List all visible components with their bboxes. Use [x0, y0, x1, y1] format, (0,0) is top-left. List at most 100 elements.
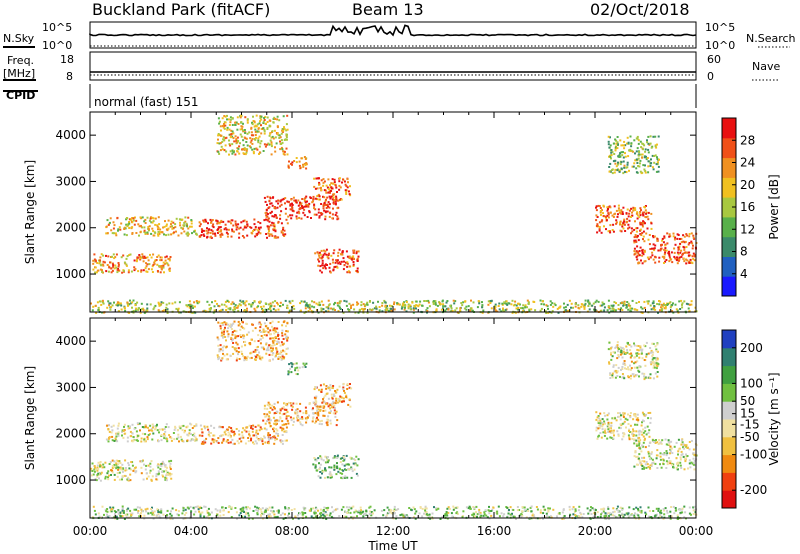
colorbar-tick-label: -100 [740, 448, 767, 462]
freq-tick-low: 8 [66, 70, 73, 83]
power-ylabel: Slant Range [km] [23, 160, 37, 264]
range-tick-label: 3000 [55, 174, 86, 188]
colorbar-swatch [722, 137, 736, 159]
nave-label: Nave [752, 60, 780, 73]
time-tick-label: 16:00 [477, 524, 512, 538]
echo-region [314, 248, 360, 274]
cpid-text: normal (fast) 151 [94, 95, 198, 109]
colorbar-tick-label: 100 [740, 376, 763, 390]
echo-region [216, 114, 289, 156]
echo-region [262, 401, 339, 427]
nsky-label: N.Sky [3, 32, 35, 45]
nave-tick-low: 0 [707, 70, 714, 83]
nsky-tick-low: 10^0 [42, 39, 72, 52]
time-xlabel: Time UT [367, 539, 418, 553]
colorbar-swatch [722, 157, 736, 178]
echo-region [198, 218, 289, 239]
freq-strip: Freq. [MHz] 18 8 60 0 Nave [3, 51, 780, 83]
nsky-tick-high: 10^5 [42, 21, 72, 34]
freq-tick-high: 18 [60, 53, 74, 66]
echo-region [105, 422, 198, 443]
colorbar-tick-label: 50 [740, 394, 755, 408]
colorbar-swatch [722, 383, 736, 402]
range-tick-label: 1000 [55, 267, 86, 281]
colorbar-tick-label: 16 [740, 200, 755, 214]
colorbar-swatch [722, 236, 736, 257]
freq-unit: [MHz] [3, 67, 35, 80]
colorbar-swatch [722, 365, 736, 384]
colorbar-swatch [722, 256, 736, 277]
range-tick-label: 2000 [55, 427, 86, 441]
colorbar-tick-label: -200 [740, 483, 767, 497]
echo-region [633, 438, 698, 471]
echo-region [92, 253, 172, 274]
colorbar-swatch [722, 419, 736, 438]
colorbar-swatch [722, 454, 736, 473]
colorbar-swatch [722, 216, 736, 238]
nsearch-label: N.Search [746, 32, 796, 45]
echo-region [595, 411, 652, 441]
colorbar-tick-label: 4 [740, 267, 748, 281]
colorbar-label: Velocity [m s⁻¹] [767, 372, 781, 465]
echo-region [595, 204, 653, 235]
power-panel-frame [89, 111, 697, 313]
colorbar-swatch [722, 276, 736, 297]
nsearch-tick-high: 10^5 [705, 21, 735, 34]
noise-strip: N.Sky 10^5 10^0 10^5 10^0 N.Search [3, 21, 796, 52]
echo-region [90, 459, 173, 482]
time-tick-label: 20:00 [578, 524, 613, 538]
velocity-panel: 1000 2000 3000 4000 00:00 04:00 08:00 12:00 16:… [23, 317, 781, 553]
velocity-ylabel: Slant Range [km] [23, 366, 37, 470]
colorbar-swatch [722, 347, 736, 367]
range-tick-label: 2000 [55, 221, 86, 235]
colorbar-tick-label: 24 [740, 156, 755, 170]
power-panel: 1000 2000 3000 4000 Slant Range [km] 4 8 12 16… [23, 111, 781, 314]
colorbar-swatch [722, 177, 736, 198]
colorbar-swatch [722, 118, 736, 139]
freq-label: Freq. [7, 54, 34, 67]
range-tick-label: 4000 [55, 334, 86, 348]
colorbar-swatch [722, 472, 736, 491]
echo-region [216, 320, 289, 362]
nsearch-tick-low: 10^0 [705, 39, 735, 52]
colorbar-tick-label: 20 [740, 178, 755, 192]
time-tick-label: 04:00 [174, 524, 209, 538]
station-title: Buckland Park (fitACF) [92, 0, 270, 19]
nsky-trace [89, 24, 697, 37]
time-tick-label: 08:00 [275, 524, 310, 538]
echo-region [607, 341, 660, 381]
echo-region [607, 135, 660, 175]
nave-tick-high: 60 [707, 53, 721, 66]
time-tick-label: 00:00 [679, 524, 714, 538]
colorbar-tick-label: 28 [740, 133, 755, 147]
power-scatter [90, 114, 698, 314]
velocity-scatter [90, 320, 698, 520]
beam-label: Beam 13 [352, 0, 424, 19]
colorbar-tick-label: 200 [740, 341, 763, 355]
echo-region [105, 216, 198, 237]
colorbar-tick-label: 8 [740, 245, 748, 259]
colorbar-swatch [722, 401, 736, 420]
colorbar-tick-label: -50 [740, 430, 760, 444]
colorbar-swatch [722, 330, 736, 349]
range-tick-label: 4000 [55, 128, 86, 142]
colorbar-tick-label: 15 [740, 407, 755, 421]
velocity-panel-frame [89, 317, 697, 519]
colorbar-tick-label: -15 [740, 417, 760, 431]
colorbar-swatch [722, 490, 736, 509]
colorbar-label: Power [dB] [767, 174, 781, 239]
echo-region [633, 232, 698, 265]
echo-region [312, 454, 360, 480]
colorbar-tick-label: 12 [740, 222, 755, 236]
colorbar-swatch [722, 197, 736, 218]
time-tick-label: 12:00 [376, 524, 411, 538]
echo-region [263, 195, 340, 221]
time-tick-label: 00:00 [73, 524, 108, 538]
echo-region [312, 177, 352, 202]
range-tick-label: 1000 [55, 473, 86, 487]
cpid-label: CPID [6, 89, 35, 102]
range-tick-label: 3000 [55, 380, 86, 394]
echo-region [312, 382, 353, 408]
colorbar-swatch [722, 436, 736, 456]
